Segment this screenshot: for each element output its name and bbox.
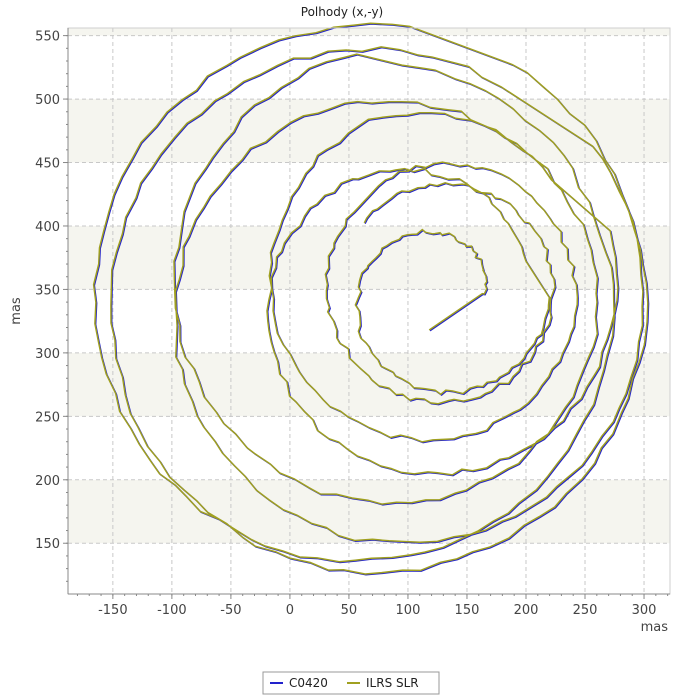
chart-title: Polhody (x,-y)	[301, 5, 383, 19]
plot-band	[68, 543, 670, 594]
plot-band	[68, 35, 670, 100]
y-tick-label: 500	[35, 93, 60, 108]
series-line-ilrs-slr	[92, 22, 649, 575]
x-tick-label: 100	[396, 603, 421, 618]
y-tick-label: 300	[35, 347, 60, 362]
legend-label-c0420: C0420	[289, 676, 328, 690]
y-tick-label: 550	[35, 30, 60, 45]
y-tick-label: 250	[35, 410, 60, 425]
legend: C0420 ILRS SLR	[262, 671, 440, 695]
x-tick-label: 300	[632, 603, 657, 618]
plot-band	[68, 479, 670, 544]
plot-band	[68, 225, 670, 290]
plot-band	[68, 99, 670, 163]
series-layer	[92, 22, 650, 576]
legend-label-ilrs-slr: ILRS SLR	[366, 676, 419, 690]
x-tick-label: 200	[514, 603, 539, 618]
plot-background	[68, 28, 670, 594]
y-tick-label: 200	[35, 474, 60, 489]
plot-band	[68, 416, 670, 480]
plot-band	[68, 352, 670, 417]
x-tick-label: -150	[98, 603, 128, 618]
y-tick-label: 150	[35, 537, 60, 552]
y-tick-label: 450	[35, 157, 60, 172]
plot-band	[68, 289, 670, 353]
x-tick-label: -50	[220, 603, 241, 618]
x-tick-label: 150	[455, 603, 480, 618]
y-axis-label: mas	[9, 297, 24, 325]
plot-band	[68, 28, 670, 36]
x-tick-label: 250	[573, 603, 598, 618]
x-axis-label: mas	[641, 620, 669, 635]
x-tick-label: 0	[286, 603, 294, 618]
y-tick-label: 400	[35, 220, 60, 235]
x-tick-label: -100	[157, 603, 187, 618]
x-tick-label: 50	[341, 603, 358, 618]
y-tick-label: 350	[35, 283, 60, 298]
axes: -150 -100 -50 0 50 100 150 200 250 300 150 200 250 30…	[35, 28, 670, 618]
